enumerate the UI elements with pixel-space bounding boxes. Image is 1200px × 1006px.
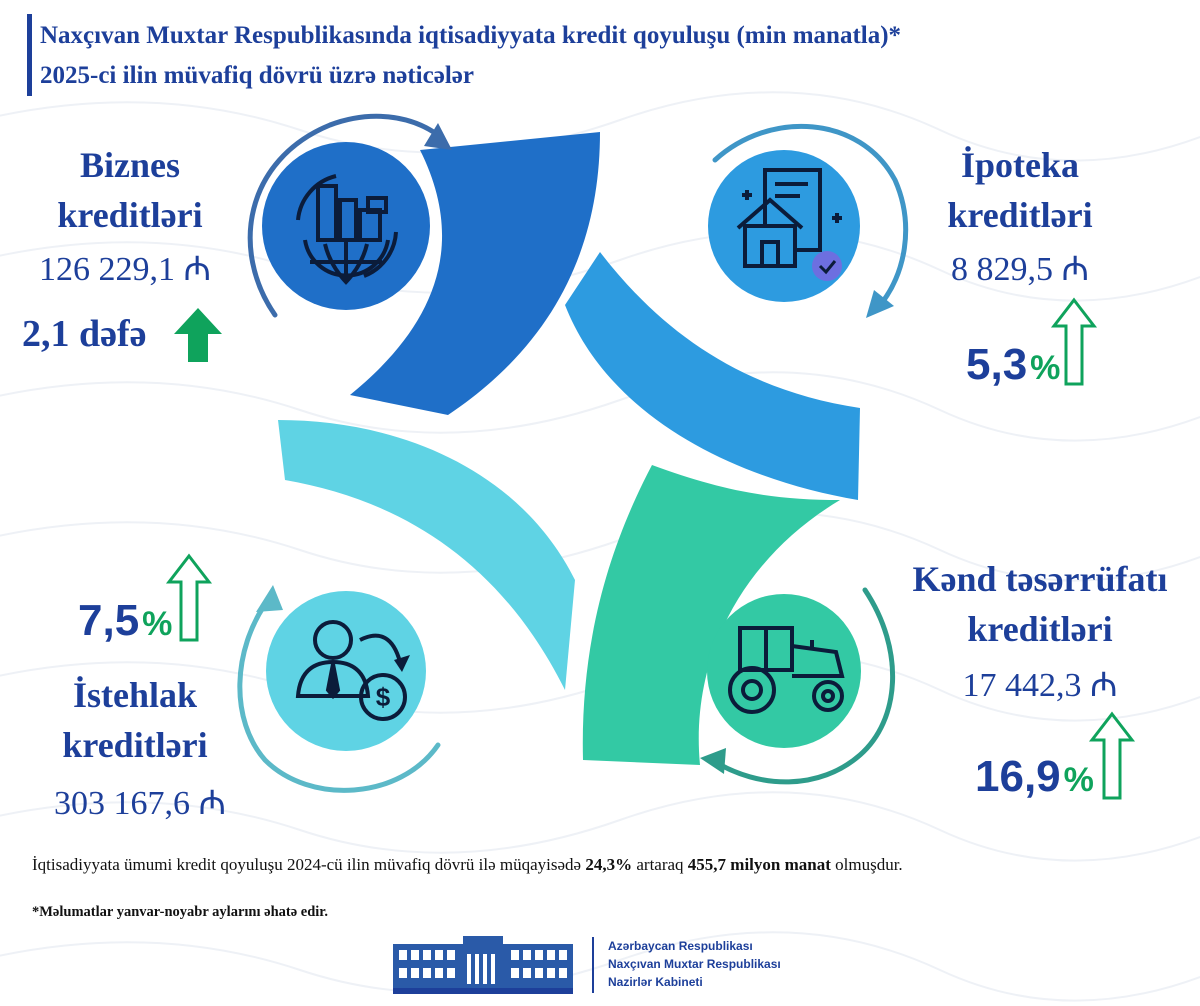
star-blade-bottom: [582, 465, 840, 765]
footer-divider: [592, 937, 594, 993]
mortgage-up-arrow-icon: [1050, 297, 1098, 386]
svg-text:$: $: [376, 682, 391, 712]
star-blade-top: [350, 132, 600, 415]
footer-line2: Naxçıvan Muxtar Respublikası: [608, 957, 781, 971]
agriculture-title-line1: Kənd təsərrüfatı: [912, 559, 1168, 599]
arrowhead-mortgage: [866, 290, 894, 318]
page-title: Naxçıvan Muxtar Respublikasında iqtisadi…: [40, 22, 902, 49]
mortgage-title-line2: kreditləri: [947, 195, 1093, 235]
footer-line1: Azərbaycan Respublikası: [608, 939, 753, 953]
arrow-agriculture: [709, 587, 895, 785]
consumer-title-line1: İstehlak: [72, 675, 198, 715]
agriculture-value: 17 442,3 ₼: [962, 667, 1118, 704]
summary-text: İqtisadiyyata ümumi kredit qoyuluşu 2024…: [32, 855, 903, 874]
business-title-line1: Biznes: [79, 145, 180, 185]
star-blade-left: [278, 420, 575, 690]
business-value: 126 229,1 ₼: [38, 251, 212, 288]
consumer-title-line2: kreditləri: [62, 725, 208, 765]
footer-line3: Nazirlər Kabineti: [608, 975, 703, 989]
arrowhead-agriculture: [700, 748, 726, 774]
city-globe-icon: [296, 174, 398, 285]
consumer-value: 303 167,6 ₼: [53, 785, 227, 822]
government-building-logo: [393, 936, 573, 994]
arrowhead-consumer: [256, 585, 283, 612]
arrow-mortgage: [712, 123, 909, 308]
agriculture-title-line2: kreditləri: [967, 609, 1113, 649]
summary-growth: 24,3%: [585, 855, 633, 874]
consumer-percent: 7,5%: [78, 596, 173, 645]
title-accent-bar: [27, 14, 32, 96]
tractor-icon: [728, 626, 845, 714]
person-money-icon: $: [295, 620, 407, 721]
arrow-consumer: [237, 597, 441, 793]
mortgage-title-line1: İpoteka: [960, 145, 1080, 185]
summary-total: 455,7 milyon manat: [687, 855, 831, 874]
check-badge: [812, 251, 842, 281]
arrowhead-business: [424, 123, 452, 150]
business-icon-circle: [262, 142, 430, 310]
consumer-up-arrow-icon: [165, 553, 213, 642]
star-blade-right: [565, 252, 860, 500]
mortgage-value: 8 829,5 ₼: [950, 251, 1090, 288]
page-subtitle: 2025-ci ilin müvafiq dövrü üzrə nəticələ…: [40, 62, 474, 89]
mortgage-percent: 5,3%: [966, 340, 1061, 389]
business-growth: 2,1 dəfə: [22, 313, 147, 355]
agriculture-percent: 16,9%: [975, 752, 1094, 801]
consumer-icon-circle: [266, 591, 426, 751]
house-document-icon: [736, 168, 842, 268]
business-title-line2: kreditləri: [57, 195, 203, 235]
agriculture-up-arrow-icon: [1088, 711, 1136, 800]
growth-up-arrow-icon: [174, 308, 222, 362]
footnote: *Məlumatlar yanvar-noyabr aylarını əhatə…: [32, 904, 329, 920]
arrow-business: [247, 113, 441, 318]
